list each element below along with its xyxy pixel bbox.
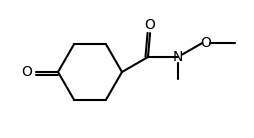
- Text: O: O: [145, 18, 155, 32]
- Text: N: N: [173, 50, 183, 64]
- Text: O: O: [22, 65, 33, 79]
- Text: O: O: [200, 36, 211, 50]
